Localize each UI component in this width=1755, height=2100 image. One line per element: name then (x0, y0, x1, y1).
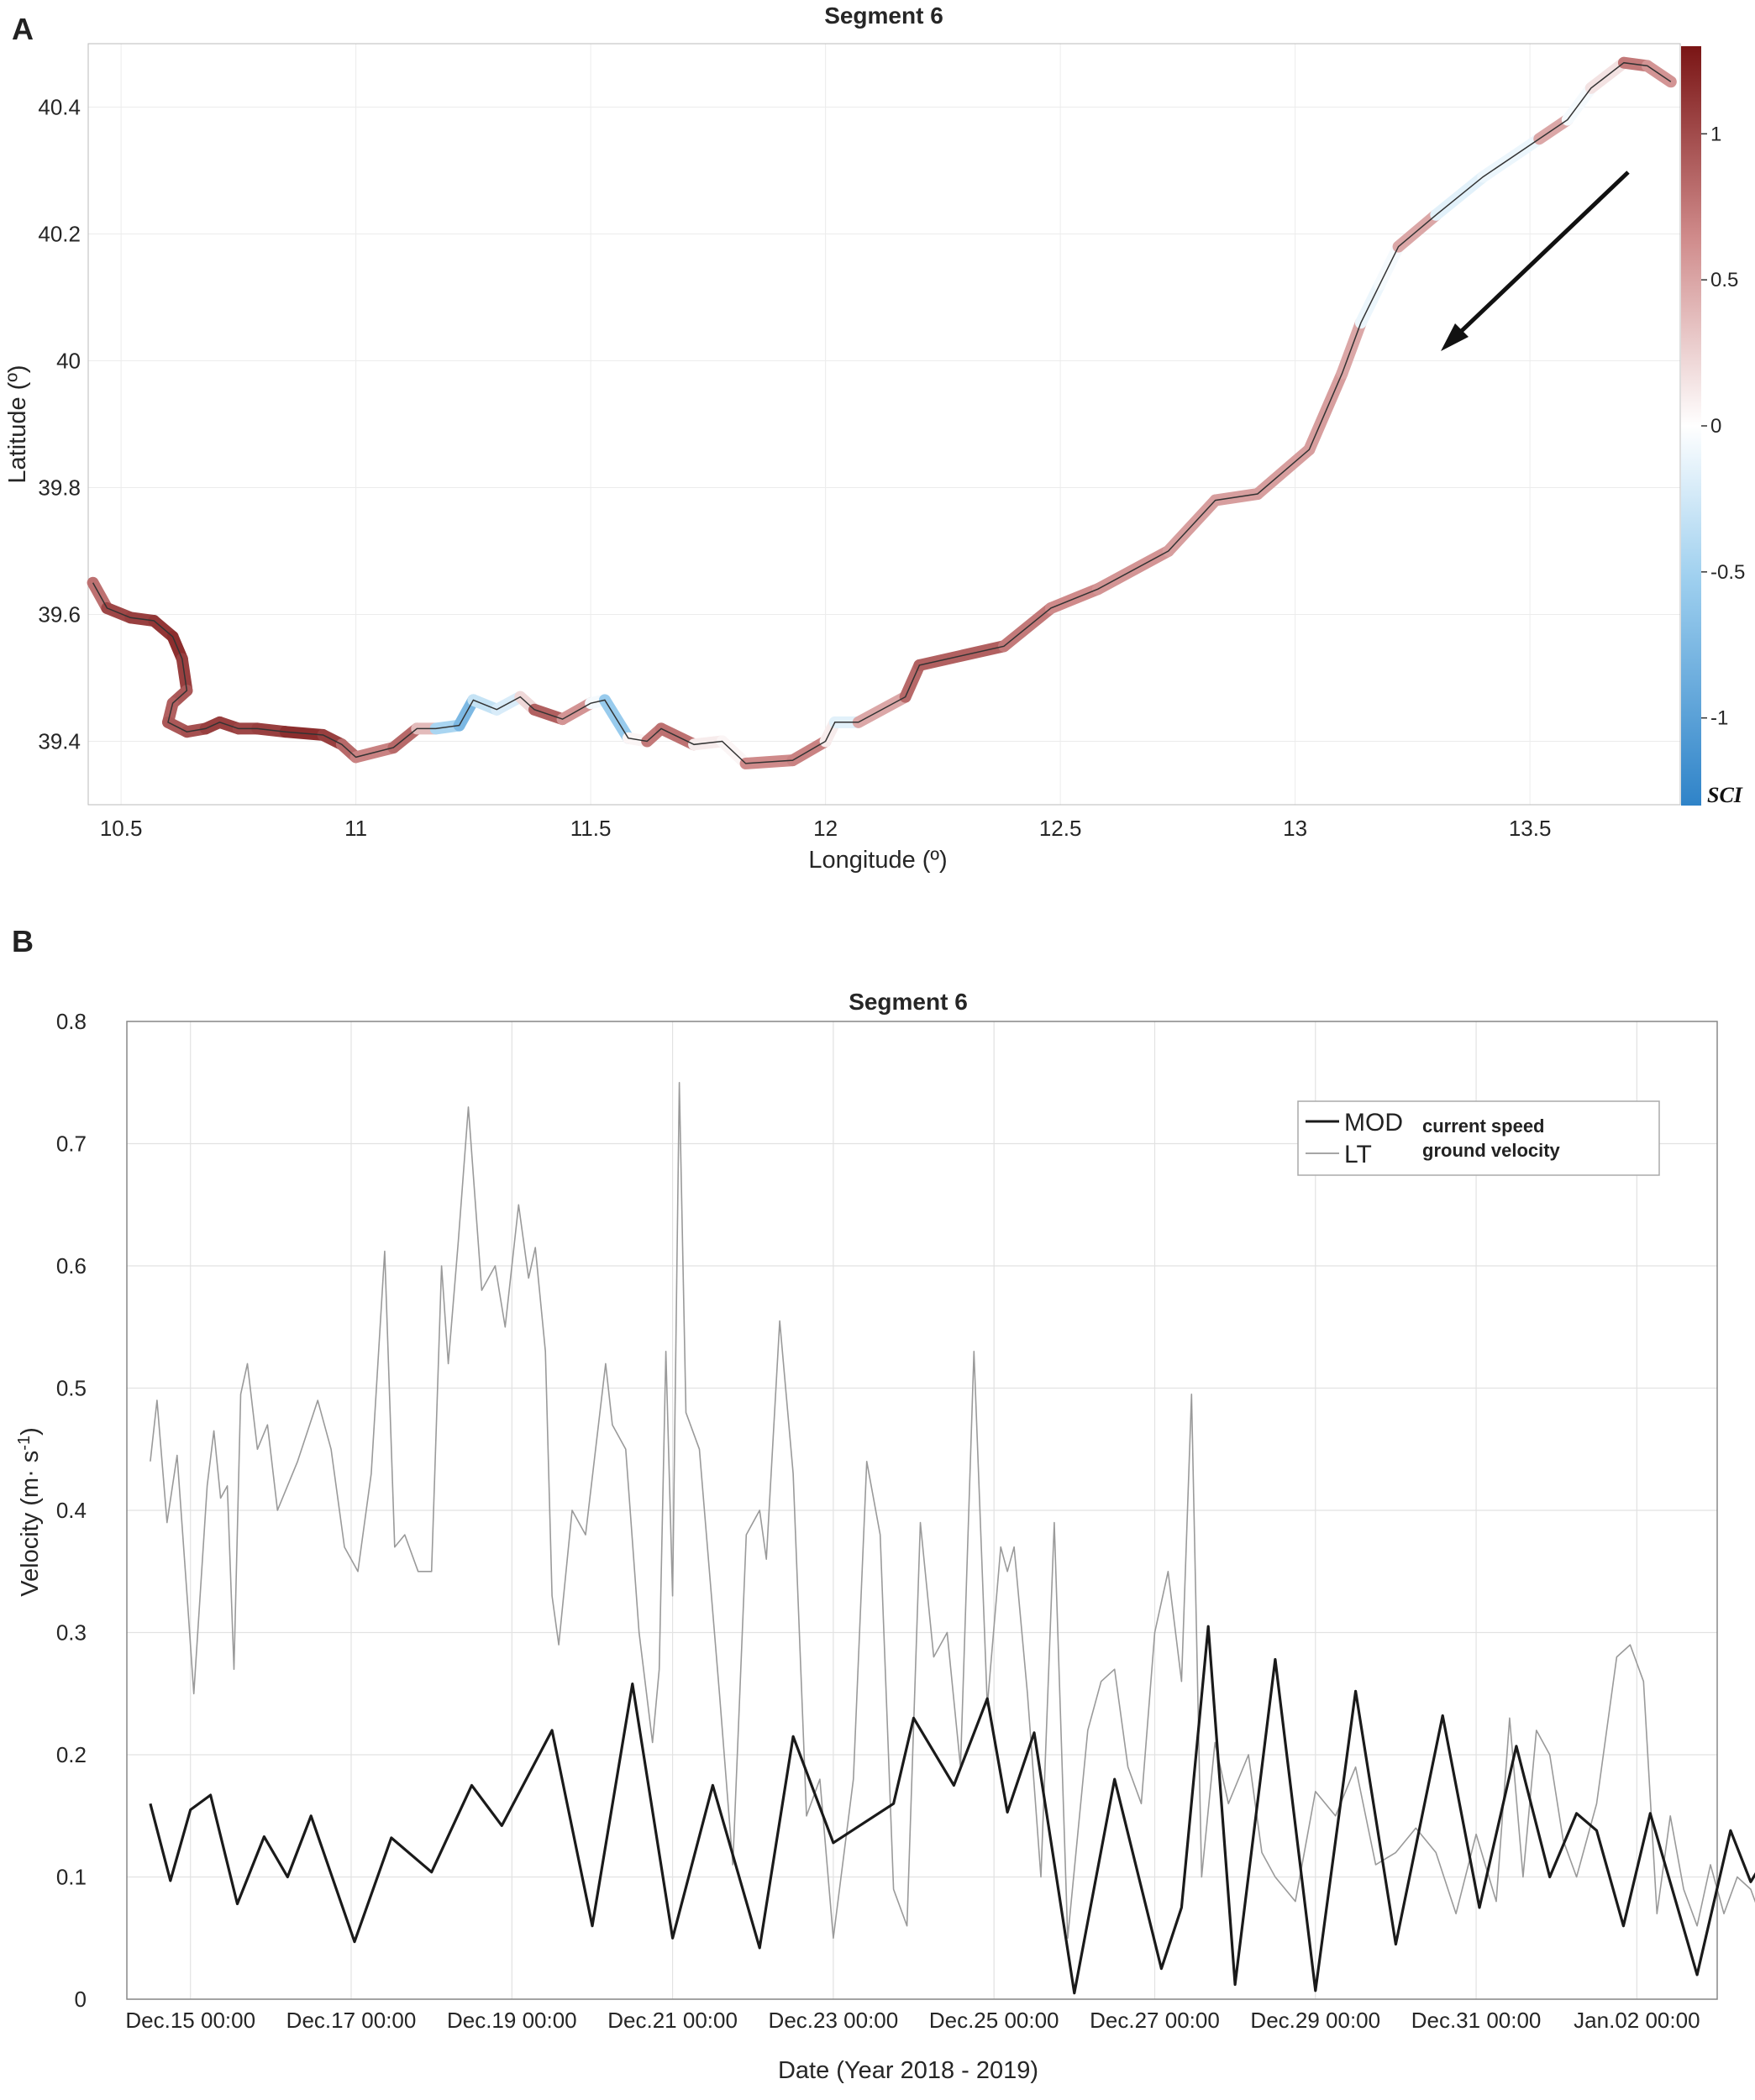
plot-area-b (126, 1021, 1718, 2000)
chart-b-xlabel: Date (Year 2018 - 2019) (778, 2057, 1038, 2084)
colorbar (1681, 46, 1701, 806)
tick-b-x-8: Dec.31 00:00 (1411, 2008, 1542, 2033)
tick-a-y-2: 39.8 (38, 475, 81, 501)
tick-a-x-3: 12 (813, 816, 838, 841)
legend-label-mod: MOD (1344, 1109, 1403, 1137)
trajectory-chart: Segment 6 10.5 11 11.5 12 12.5 13 13.5 39.439.… (4, 3, 1745, 874)
tick-b-x-6: Dec.27 00:00 (1090, 2008, 1220, 2033)
tick-b-y-0: 0 (75, 1987, 87, 2012)
colorbar-tick-2: 0 (1710, 415, 1721, 438)
tick-a-x-4: 12.5 (1039, 816, 1082, 841)
chart-b-ylabel: Velocity (m· s-1) (15, 1427, 44, 1597)
track-centerline (92, 61, 1672, 764)
series-lt-line (150, 1082, 1755, 1940)
colorbar-tick-1: 0.5 (1710, 269, 1738, 291)
colorbar-label: SCI (1707, 783, 1743, 807)
tick-b-x-3: Dec.21 00:00 (607, 2008, 738, 2033)
legend: MOD current speed LT ground velocity (1297, 1100, 1660, 1176)
tick-a-y-3: 40 (56, 349, 81, 374)
direction-arrow-shaft (1448, 171, 1630, 344)
ylabel-close: ) (17, 1427, 44, 1436)
tick-a-y-1: 39.6 (38, 602, 81, 627)
tick-b-x-2: Dec.19 00:00 (447, 2008, 577, 2033)
tick-a-y-0: 39.4 (38, 729, 81, 754)
tick-b-y-5: 0.5 (56, 1376, 87, 1401)
colorbar-tick-4: -1 (1710, 707, 1728, 730)
tick-b-y-8: 0.8 (56, 1009, 87, 1034)
tick-b-x-9: Jan.02 00:00 (1574, 2008, 1700, 2033)
colorbar-tick-3: -0.5 (1710, 561, 1745, 584)
tick-a-y-5: 40.4 (38, 95, 81, 120)
panel-label-a: A (12, 12, 34, 46)
series-mod-line (149, 1625, 1755, 1995)
panel-label-b: B (12, 924, 34, 958)
tick-a-x-2: 11.5 (570, 816, 612, 841)
legend-desc-lt: ground velocity (1422, 1140, 1561, 1161)
legend-desc-mod: current speed (1422, 1116, 1545, 1137)
legend-box (1297, 1100, 1660, 1176)
tick-b-x-4: Dec.23 00:00 (769, 2008, 899, 2033)
tick-b-y-2: 0.2 (56, 1742, 87, 1767)
tick-a-y-4: 40.2 (38, 222, 81, 247)
ylabel-superscript: -1 (15, 1436, 34, 1451)
tick-b-x-7: Dec.29 00:00 (1250, 2008, 1380, 2033)
legend-label-lt: LT (1344, 1141, 1372, 1168)
colorbar-tick-0: 1 (1710, 123, 1721, 145)
plot-area-a (87, 43, 1681, 806)
tick-b-y-3: 0.3 (56, 1620, 87, 1646)
tick-b-x-0: Dec.15 00:00 (125, 2008, 255, 2033)
tick-b-y-6: 0.6 (56, 1253, 87, 1278)
tick-a-x-1: 11 (344, 816, 367, 841)
chart-a-xlabel: Longitude (º) (808, 847, 947, 874)
tick-b-x-1: Dec.17 00:00 (286, 2008, 417, 2033)
tick-a-x-0: 10.5 (100, 816, 143, 841)
tick-a-x-5: 13 (1283, 816, 1307, 841)
tick-b-x-5: Dec.25 00:00 (929, 2008, 1059, 2033)
chart-b-title: Segment 6 (849, 989, 968, 1015)
chart-a-ylabel: Latitude (º) (4, 365, 31, 483)
tick-a-x-6: 13.5 (1509, 816, 1552, 841)
chart-a-title: Segment 6 (824, 3, 943, 29)
tick-b-y-1: 0.1 (56, 1865, 87, 1890)
tick-b-y-4: 0.4 (56, 1498, 87, 1523)
direction-arrowhead (1441, 323, 1469, 351)
tick-b-y-7: 0.7 (56, 1131, 87, 1157)
ylabel-main: Velocity (m· s (17, 1451, 44, 1597)
